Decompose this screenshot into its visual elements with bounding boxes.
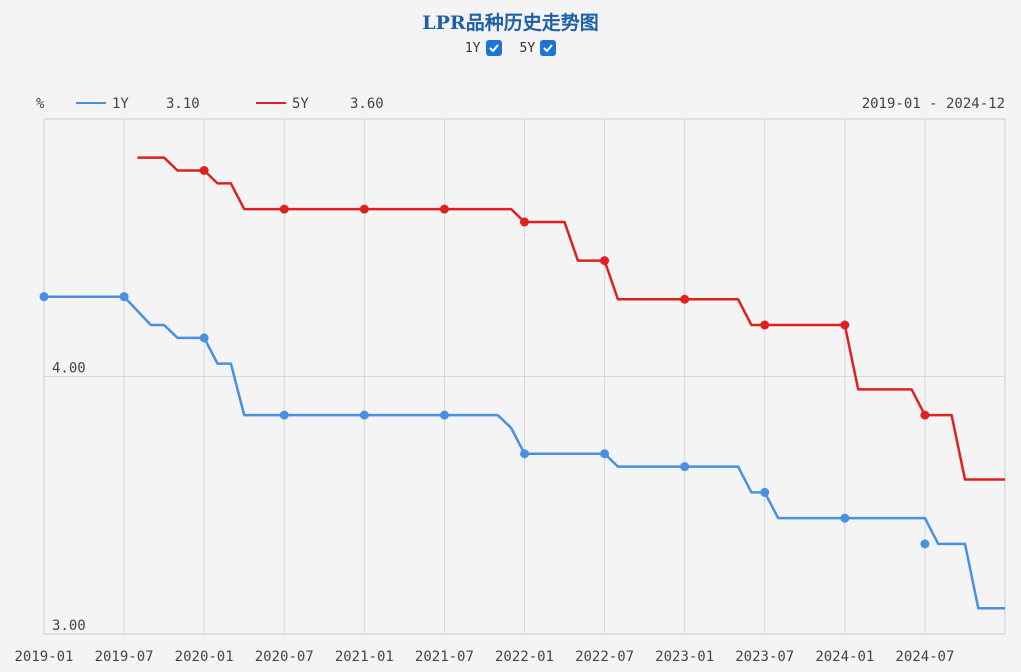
- data-point-5y[interactable]: [439, 204, 449, 214]
- data-point-5y[interactable]: [760, 320, 770, 330]
- grid: [44, 119, 1005, 634]
- x-tick-label: 2024-01: [815, 649, 874, 665]
- y-axis: 4.00 3.00: [52, 361, 86, 635]
- data-point-1y[interactable]: [279, 410, 289, 420]
- legend-5y-label: 5Y: [292, 96, 309, 112]
- data-point-5y[interactable]: [680, 294, 690, 304]
- data-point-1y[interactable]: [39, 292, 49, 302]
- data-point-1y[interactable]: [520, 449, 529, 459]
- data-point-5y[interactable]: [199, 166, 209, 175]
- data-point-5y[interactable]: [520, 217, 529, 227]
- data-point-1y[interactable]: [680, 462, 690, 472]
- data-point-5y[interactable]: [600, 256, 610, 266]
- data-point-1y[interactable]: [600, 449, 610, 459]
- data-point-5y[interactable]: [359, 204, 369, 214]
- y-tick-label: 3.00: [52, 618, 86, 634]
- data-point-1y[interactable]: [920, 539, 930, 549]
- toggle-1y-label: 1Y: [464, 40, 481, 56]
- x-tick-label: 2023-07: [735, 649, 794, 665]
- checkbox-5y-icon[interactable]: [540, 40, 557, 56]
- data-point-1y[interactable]: [840, 513, 850, 523]
- chart-title: LPR品种历史走势图: [422, 12, 599, 34]
- legend-1y-label: 1Y: [112, 96, 129, 112]
- data-point-1y[interactable]: [760, 487, 770, 497]
- toggle-1y[interactable]: 1Y: [465, 40, 502, 56]
- series-toggles: 1Y 5Y: [0, 40, 1021, 56]
- legend-1y-value: 3.10: [166, 96, 200, 112]
- data-point-5y[interactable]: [840, 320, 850, 330]
- x-tick-label: 2021-07: [415, 649, 474, 665]
- x-tick-label: 2021-01: [335, 649, 394, 665]
- series-layer: [39, 156, 1005, 610]
- x-tick-label: 2022-07: [575, 649, 634, 665]
- y-tick-label: 4.00: [52, 361, 86, 377]
- data-point-1y[interactable]: [439, 410, 449, 420]
- legend-5y-value: 3.60: [350, 96, 384, 112]
- checkbox-1y-icon[interactable]: [485, 40, 502, 56]
- date-range: 2019-01 - 2024-12: [862, 96, 1005, 112]
- unit-label: %: [36, 96, 45, 112]
- x-tick-label: 2020-01: [175, 649, 234, 665]
- toggle-5y-label: 5Y: [519, 40, 536, 56]
- x-tick-label: 2019-01: [14, 649, 73, 665]
- x-tick-label: 2019-07: [95, 649, 154, 665]
- x-tick-label: 2023-01: [655, 649, 714, 665]
- data-point-5y[interactable]: [279, 204, 289, 214]
- data-point-1y[interactable]: [199, 333, 209, 343]
- data-point-5y[interactable]: [920, 410, 930, 420]
- data-point-1y[interactable]: [359, 410, 369, 420]
- series-line-5y: [137, 156, 1005, 481]
- x-tick-label: 2022-01: [495, 649, 554, 665]
- series-line-1y: [44, 295, 1005, 610]
- x-axis: 2019-01 2019-07 2020-01 2020-07 2021-01 2021-…: [14, 649, 954, 665]
- x-tick-label: 2024-07: [895, 649, 954, 665]
- toggle-5y[interactable]: 5Y: [520, 40, 557, 56]
- x-tick-label: 2020-07: [255, 649, 314, 665]
- data-point-1y[interactable]: [119, 292, 129, 302]
